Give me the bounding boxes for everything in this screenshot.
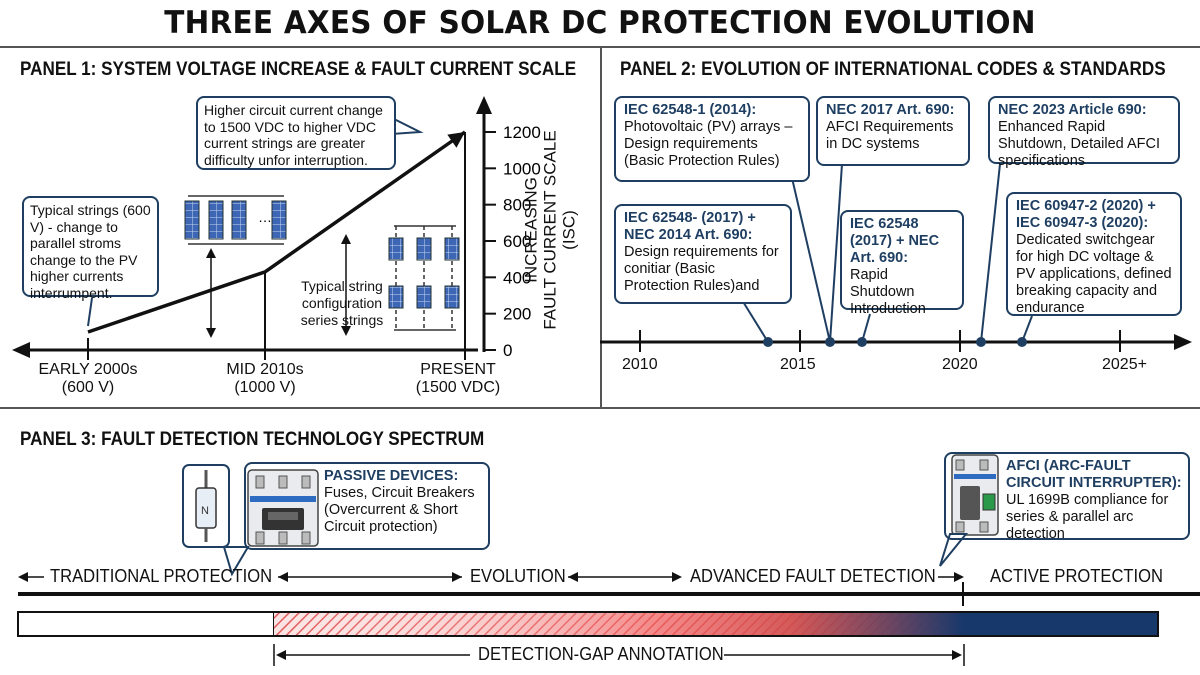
trend-arrow-head bbox=[447, 132, 465, 148]
passive-devices-callout: PASSIVE DEVICES: Fuses, Circuit Breakers… bbox=[244, 462, 490, 550]
spectrum-label-evolution: EVOLUTION bbox=[470, 566, 566, 586]
y-tick-label: 200 bbox=[503, 305, 531, 324]
panel1-heading: PANEL 1: SYSTEM VOLTAGE INCREASE & FAULT… bbox=[20, 59, 577, 80]
y-axis-ticks: 0 200 400 600 800 1000 1200 bbox=[484, 123, 541, 360]
x-label-mid: MID 2010s (1000 V) bbox=[226, 361, 304, 396]
parallel-string-array: … bbox=[184, 195, 287, 245]
afci-device-icon bbox=[951, 454, 999, 536]
year-2020: 2020 bbox=[942, 356, 978, 373]
middle-divider bbox=[0, 407, 1200, 409]
x-label-present: PRESENT (1500 VDC) bbox=[415, 361, 501, 396]
voltage-change-callout: Higher circuit current change to 1500 VD… bbox=[196, 96, 396, 170]
y-axis-up-arrow bbox=[476, 96, 492, 114]
afci-callout: AFCI (ARC-FAULT CIRCUIT INTERRUPTER): UL… bbox=[944, 452, 1190, 542]
standard-callout-nec2023: NEC 2023 Article 690: Enhanced Rapid Shu… bbox=[988, 96, 1180, 169]
x-axis-left-arrow bbox=[12, 342, 30, 358]
circuit-breaker-icon bbox=[247, 469, 319, 547]
string-configuration-note: Typical string configuration series stri… bbox=[300, 278, 384, 328]
svg-text:…: … bbox=[258, 209, 272, 225]
year-2010: 2010 bbox=[622, 356, 658, 373]
typical-strings-callout: Typical strings (600 V) - change to para… bbox=[22, 196, 159, 301]
y-tick-label: 0 bbox=[503, 341, 512, 360]
spectrum-label-traditional: TRADITIONAL PROTECTION bbox=[50, 566, 273, 586]
page-title: THREE AXES OF SOLAR DC PROTECTION EVOLUT… bbox=[164, 5, 1036, 41]
panel1-chart: 0 200 400 600 800 1000 1200 … bbox=[12, 96, 541, 360]
panel-divider bbox=[600, 46, 602, 407]
standard-callout-nec2017: NEC 2017 Art. 690: AFCI Requirements in … bbox=[816, 96, 970, 166]
series-string-array bbox=[388, 225, 460, 331]
spectrum-label-advanced: ADVANCED FAULT DETECTION bbox=[690, 566, 936, 586]
y-axis-label: INCREASING FAULT CURRENT SCALE (ISC) bbox=[521, 130, 579, 330]
detection-gap-gradient bbox=[274, 612, 964, 636]
standard-callout-iec62548-1: IEC 62548-1 (2014): Photovoltaic (PV) ar… bbox=[614, 96, 810, 182]
y-tick-label: 1200 bbox=[503, 123, 541, 142]
detection-gap-label: DETECTION-GAP ANNOTATION bbox=[478, 644, 724, 664]
detection-spectrum: N bbox=[17, 454, 1200, 666]
spectrum-label-active: ACTIVE PROTECTION bbox=[990, 566, 1163, 586]
year-2025-plus: 2025+ bbox=[1102, 356, 1147, 373]
standard-callout-rapid-shutdown: IEC 62548 (2017) + NEC Art. 690: Rapid S… bbox=[840, 210, 964, 317]
standard-callout-iec60947: IEC 60947-2 (2020) + IEC 60947-3 (2020):… bbox=[1006, 192, 1182, 316]
standards-timeline bbox=[600, 163, 1192, 352]
fuse-icon: N bbox=[182, 464, 230, 548]
y-tick-label: 1000 bbox=[503, 159, 541, 178]
x-label-early: EARLY 2000s (600 V) bbox=[38, 361, 138, 396]
svg-text:N: N bbox=[201, 505, 209, 517]
panel2-heading: PANEL 2: EVOLUTION OF INTERNATIONAL CODE… bbox=[620, 59, 1166, 80]
trend-line bbox=[87, 130, 467, 334]
year-2015: 2015 bbox=[780, 356, 816, 373]
standard-callout-iec62548-2017-nec2014: IEC 62548- (2017) + NEC 2014 Art. 690: D… bbox=[614, 204, 792, 304]
panel3-heading: PANEL 3: FAULT DETECTION TECHNOLOGY SPEC… bbox=[20, 429, 485, 450]
y-tick-label: 800 bbox=[503, 196, 531, 215]
y-tick-label: 400 bbox=[503, 268, 531, 287]
active-protection-band bbox=[962, 612, 1158, 636]
timeline-arrow bbox=[1174, 334, 1192, 350]
y-tick-label: 600 bbox=[503, 232, 531, 251]
